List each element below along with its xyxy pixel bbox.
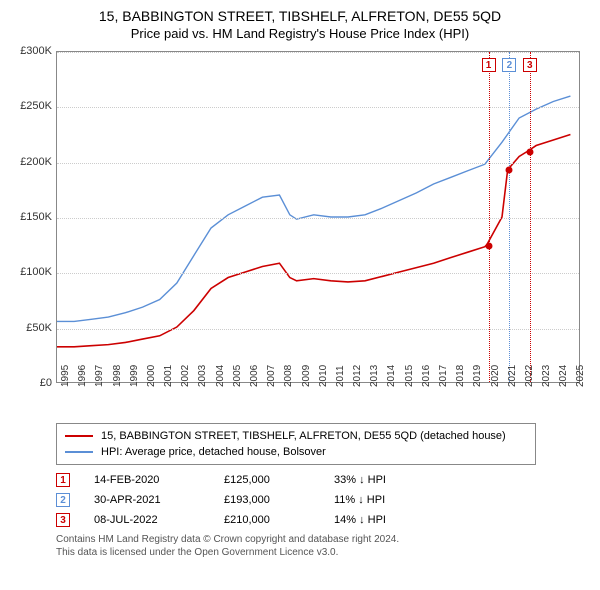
- sales-marker: 3: [56, 513, 70, 527]
- marker-dot: [506, 167, 513, 174]
- footer-line2: This data is licensed under the Open Gov…: [56, 546, 588, 559]
- sales-price: £210,000: [224, 514, 334, 526]
- y-axis-label: £150K: [20, 211, 52, 223]
- legend-item: 15, BABBINGTON STREET, TIBSHELF, ALFRETO…: [65, 428, 527, 444]
- x-axis-label: 2017: [438, 365, 449, 387]
- x-axis-label: 2013: [369, 365, 380, 387]
- marker-box-3: 3: [523, 58, 537, 72]
- sales-table: 1 14-FEB-2020£125,00033% ↓ HPI 2 30-APR-202…: [56, 473, 588, 527]
- sales-row: 2 30-APR-2021£193,00011% ↓ HPI: [56, 493, 588, 507]
- x-axis-label: 2012: [352, 365, 363, 387]
- x-axis-label: 2001: [163, 365, 174, 387]
- marker-vline: [530, 52, 531, 382]
- series-hpi: [57, 96, 570, 321]
- footer-line1: Contains HM Land Registry data © Crown c…: [56, 533, 588, 546]
- x-axis-label: 2025: [575, 365, 586, 387]
- gridline: [57, 52, 579, 53]
- gridline: [57, 329, 579, 330]
- legend-label: 15, BABBINGTON STREET, TIBSHELF, ALFRETO…: [101, 428, 506, 444]
- x-axis-label: 1998: [112, 365, 123, 387]
- x-axis-label: 2000: [146, 365, 157, 387]
- y-axis-label: £300K: [20, 45, 52, 57]
- y-axis-label: £100K: [20, 266, 52, 278]
- x-axis-label: 2007: [266, 365, 277, 387]
- x-axis-label: 2023: [541, 365, 552, 387]
- x-axis-label: 2014: [386, 365, 397, 387]
- x-axis-label: 2010: [318, 365, 329, 387]
- sales-diff: 11% ↓ HPI: [334, 494, 444, 506]
- x-axis-label: 2006: [249, 365, 260, 387]
- chart-container: 15, BABBINGTON STREET, TIBSHELF, ALFRETO…: [0, 0, 600, 590]
- chart-area: 123 £0£50K£100K£150K£200K£250K£300K19951…: [12, 47, 588, 417]
- x-axis-label: 2002: [180, 365, 191, 387]
- x-axis-label: 2024: [558, 365, 569, 387]
- legend-swatch: [65, 451, 93, 453]
- x-axis-label: 2016: [421, 365, 432, 387]
- x-axis-label: 2011: [335, 365, 346, 387]
- marker-dot: [485, 242, 492, 249]
- plot: 123: [56, 51, 580, 383]
- x-axis-label: 2022: [524, 365, 535, 387]
- series-property: [57, 135, 570, 347]
- marker-box-2: 2: [502, 58, 516, 72]
- legend: 15, BABBINGTON STREET, TIBSHELF, ALFRETO…: [56, 423, 536, 465]
- x-axis-label: 2019: [472, 365, 483, 387]
- y-axis-label: £250K: [20, 100, 52, 112]
- sales-date: 30-APR-2021: [94, 494, 224, 506]
- gridline: [57, 163, 579, 164]
- x-axis-label: 2008: [283, 365, 294, 387]
- y-axis-label: £50K: [26, 322, 52, 334]
- x-axis-label: 2005: [232, 365, 243, 387]
- sales-date: 08-JUL-2022: [94, 514, 224, 526]
- x-axis-label: 1997: [94, 365, 105, 387]
- y-axis-label: £0: [40, 377, 52, 389]
- x-axis-label: 2020: [490, 365, 501, 387]
- sales-diff: 14% ↓ HPI: [334, 514, 444, 526]
- marker-vline: [489, 52, 490, 382]
- x-axis-label: 2018: [455, 365, 466, 387]
- x-axis-label: 1996: [77, 365, 88, 387]
- gridline: [57, 107, 579, 108]
- legend-swatch: [65, 435, 93, 437]
- sales-price: £125,000: [224, 474, 334, 486]
- legend-item: HPI: Average price, detached house, Bols…: [65, 444, 527, 460]
- marker-box-1: 1: [482, 58, 496, 72]
- x-axis-label: 2015: [404, 365, 415, 387]
- y-axis-label: £200K: [20, 156, 52, 168]
- sales-diff: 33% ↓ HPI: [334, 474, 444, 486]
- marker-vline: [509, 52, 510, 382]
- sales-date: 14-FEB-2020: [94, 474, 224, 486]
- sales-marker: 2: [56, 493, 70, 507]
- sales-row: 1 14-FEB-2020£125,00033% ↓ HPI: [56, 473, 588, 487]
- chart-subtitle: Price paid vs. HM Land Registry's House …: [12, 26, 588, 41]
- sales-marker: 1: [56, 473, 70, 487]
- chart-title: 15, BABBINGTON STREET, TIBSHELF, ALFRETO…: [12, 8, 588, 24]
- x-axis-label: 1999: [129, 365, 140, 387]
- x-axis-label: 2009: [301, 365, 312, 387]
- legend-label: HPI: Average price, detached house, Bols…: [101, 444, 326, 460]
- gridline: [57, 218, 579, 219]
- sales-price: £193,000: [224, 494, 334, 506]
- marker-dot: [526, 148, 533, 155]
- x-axis-label: 2021: [507, 365, 518, 387]
- x-axis-label: 1995: [60, 365, 71, 387]
- chart-svg: [57, 52, 579, 382]
- gridline: [57, 273, 579, 274]
- x-axis-label: 2003: [197, 365, 208, 387]
- x-axis-label: 2004: [215, 365, 226, 387]
- sales-row: 3 08-JUL-2022£210,00014% ↓ HPI: [56, 513, 588, 527]
- footer: Contains HM Land Registry data © Crown c…: [56, 533, 588, 559]
